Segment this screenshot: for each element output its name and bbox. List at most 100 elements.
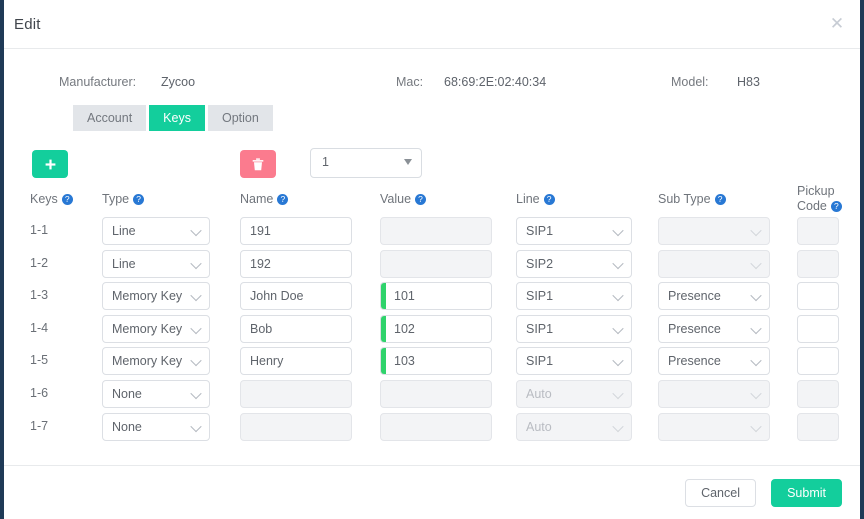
name-input-1-4[interactable] bbox=[240, 314, 352, 343]
keys-table-body: 1-1 Line SIP1 1-2 Line SIP2 1-3 Memory Key SIP1 P… bbox=[4, 216, 860, 444]
line-select-1-4[interactable]: SIP1 bbox=[516, 314, 632, 343]
page-select[interactable]: 1 bbox=[310, 148, 422, 178]
chevron-down-icon bbox=[750, 322, 762, 335]
chevron-down-icon bbox=[190, 355, 202, 367]
header-keys: Keys? bbox=[30, 192, 73, 207]
chevron-down-icon bbox=[612, 224, 624, 237]
name-input-1-2[interactable] bbox=[240, 249, 352, 278]
help-icon-sub-type[interactable]: ? bbox=[714, 194, 726, 205]
line-select-1-4-value: SIP1 bbox=[526, 321, 554, 336]
header-sub-type: Sub Type? bbox=[658, 192, 726, 207]
help-icon-line[interactable]: ? bbox=[543, 194, 555, 205]
help-icon-keys[interactable]: ? bbox=[61, 194, 73, 205]
value-input-1-6 bbox=[380, 379, 492, 408]
sub-type-select-1-5[interactable]: Presence bbox=[658, 347, 770, 376]
line-select-1-1[interactable]: SIP1 bbox=[516, 217, 632, 245]
value-cell-1-4 bbox=[380, 314, 492, 343]
tab-option[interactable]: Option bbox=[207, 105, 273, 131]
type-select-1-3[interactable]: Memory Key bbox=[102, 282, 210, 311]
name-input-1-6 bbox=[240, 379, 352, 408]
dialog-title: Edit bbox=[14, 16, 41, 33]
value-cell-1-1 bbox=[380, 217, 492, 245]
manufacturer-label: Manufacturer: bbox=[59, 75, 137, 89]
chevron-down-icon bbox=[750, 224, 762, 237]
value-input-1-5[interactable] bbox=[380, 347, 492, 376]
tab-keys[interactable]: Keys bbox=[149, 105, 205, 131]
table-row: 1-3 Memory Key SIP1 Presence bbox=[4, 281, 860, 314]
pickup-code-input-1-3[interactable] bbox=[797, 282, 839, 311]
value-input-1-7 bbox=[380, 412, 492, 441]
chevron-down-icon bbox=[612, 420, 624, 432]
type-select-1-4[interactable]: Memory Key bbox=[102, 314, 210, 343]
tab-account[interactable]: Account bbox=[73, 105, 147, 131]
line-select-1-3[interactable]: SIP1 bbox=[516, 282, 632, 311]
model-label: Model: bbox=[671, 75, 709, 89]
table-header: Keys? Type? Name? Value? Line? Sub Type?… bbox=[4, 184, 860, 218]
sub-type-select-1-7 bbox=[658, 412, 770, 441]
submit-button[interactable]: Submit bbox=[771, 479, 842, 507]
help-icon-type[interactable]: ? bbox=[133, 194, 145, 205]
help-icon-pickup-code[interactable]: ? bbox=[830, 201, 842, 212]
key-index-label: 1-6 bbox=[30, 385, 49, 400]
sub-type-select-1-3[interactable]: Presence bbox=[658, 282, 770, 311]
type-select-1-2[interactable]: Line bbox=[102, 249, 210, 278]
chevron-down-icon bbox=[190, 420, 202, 432]
line-select-1-7: Auto bbox=[516, 412, 632, 441]
line-select-1-1-value: SIP1 bbox=[526, 224, 554, 238]
chevron-down-icon bbox=[190, 257, 202, 269]
name-input-1-1[interactable] bbox=[240, 217, 352, 245]
pickup-code-input-1-5[interactable] bbox=[797, 347, 839, 376]
help-icon-name[interactable]: ? bbox=[277, 194, 289, 205]
value-cell-1-6 bbox=[380, 379, 492, 408]
add-key-button[interactable] bbox=[32, 150, 68, 178]
header-keys-label: Keys bbox=[30, 192, 58, 206]
line-select-1-5[interactable]: SIP1 bbox=[516, 347, 632, 376]
chevron-down-icon bbox=[750, 387, 762, 400]
table-row: 1-1 Line SIP1 bbox=[4, 216, 860, 249]
chevron-down-icon bbox=[612, 355, 624, 367]
name-input-1-5[interactable] bbox=[240, 347, 352, 376]
help-icon-value[interactable]: ? bbox=[415, 194, 427, 205]
type-select-1-6[interactable]: None bbox=[102, 379, 210, 408]
key-index-label: 1-5 bbox=[30, 353, 49, 368]
close-icon[interactable]: ✕ bbox=[829, 14, 845, 34]
mac-label: Mac: bbox=[396, 75, 424, 89]
key-index-label: 1-1 bbox=[30, 223, 49, 237]
value-input-1-4[interactable] bbox=[380, 314, 492, 343]
type-select-1-7-value: None bbox=[112, 419, 142, 434]
chevron-down-icon bbox=[190, 322, 202, 335]
type-select-1-5[interactable]: Memory Key bbox=[102, 347, 210, 376]
sub-type-select-1-6 bbox=[658, 379, 770, 408]
name-input-1-3[interactable] bbox=[240, 282, 352, 311]
value-cell-1-2 bbox=[380, 249, 492, 278]
type-select-1-3-value: Memory Key bbox=[112, 289, 183, 304]
tab-bar: Account Keys Option bbox=[73, 105, 273, 131]
chevron-down-icon bbox=[750, 355, 762, 367]
chevron-down-icon bbox=[190, 224, 202, 237]
caret-down-icon bbox=[404, 159, 412, 165]
delete-key-button[interactable] bbox=[240, 150, 276, 178]
line-select-1-2[interactable]: SIP2 bbox=[516, 249, 632, 278]
value-input-1-3[interactable] bbox=[380, 282, 492, 311]
table-row: 1-5 Memory Key SIP1 Presence bbox=[4, 346, 860, 379]
value-cell-1-7 bbox=[380, 412, 492, 441]
header-type-label: Type bbox=[102, 192, 130, 206]
type-select-1-7[interactable]: None bbox=[102, 412, 210, 441]
cancel-button[interactable]: Cancel bbox=[685, 479, 756, 507]
chevron-down-icon bbox=[190, 387, 202, 400]
type-select-1-2-value: Line bbox=[112, 256, 136, 271]
pickup-code-input-1-4[interactable] bbox=[797, 314, 839, 343]
device-info: Manufacturer: Zycoo Mac: 68:69:2E:02:40:… bbox=[4, 49, 860, 93]
chevron-down-icon bbox=[750, 290, 762, 302]
line-select-1-6-value: Auto bbox=[526, 386, 552, 401]
line-select-1-2-value: SIP2 bbox=[526, 256, 554, 271]
pickup-code-input-1-7 bbox=[797, 412, 839, 441]
table-row: 1-2 Line SIP2 bbox=[4, 249, 860, 282]
pickup-code-input-1-1 bbox=[797, 217, 839, 245]
page-select-value: 1 bbox=[322, 155, 329, 169]
pickup-code-input-1-6 bbox=[797, 379, 839, 408]
type-select-1-1[interactable]: Line bbox=[102, 217, 210, 245]
sub-type-select-1-5-value: Presence bbox=[668, 354, 721, 369]
sub-type-select-1-4[interactable]: Presence bbox=[658, 314, 770, 343]
line-select-1-3-value: SIP1 bbox=[526, 289, 554, 304]
